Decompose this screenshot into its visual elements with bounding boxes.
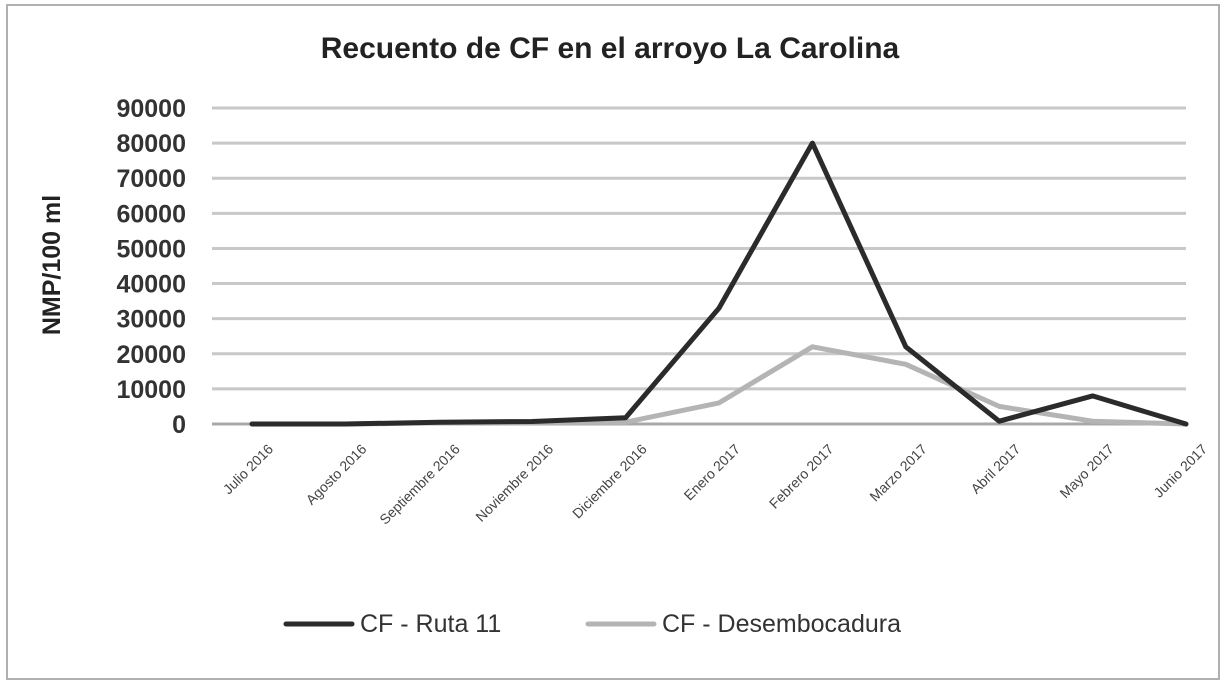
chart-title: Recuento de CF en el arroyo La Carolina	[321, 32, 900, 65]
y-tick-label: 70000	[116, 165, 186, 193]
x-axis-ticks: Julio 2016 Agosto 2016 Septiembre 2016 Novi…	[220, 441, 1211, 528]
y-tick-label: 30000	[116, 306, 186, 334]
x-tick-label: Marzo 2017	[866, 441, 930, 505]
y-tick-label: 90000	[116, 95, 186, 123]
data-point	[1091, 419, 1095, 423]
x-tick-label: Mayo 2017	[1056, 441, 1116, 501]
x-tick-label: Febrero 2017	[766, 441, 837, 512]
data-point	[717, 401, 721, 405]
data-point	[904, 345, 908, 349]
data-point	[437, 420, 441, 424]
legend: CF - Ruta 11 CF - Desembocadura	[283, 610, 901, 638]
y-tick-label: 60000	[116, 200, 186, 228]
data-point	[624, 420, 628, 424]
data-point	[810, 345, 814, 349]
data-point	[250, 422, 254, 426]
data-point	[343, 422, 347, 426]
data-point	[904, 362, 908, 366]
x-tick-label: Enero 2017	[681, 441, 744, 504]
y-tick-label: 10000	[116, 376, 186, 404]
legend-label-1: CF - Ruta 11	[360, 610, 501, 638]
x-tick-label: Diciembre 2016	[569, 441, 650, 522]
x-tick-label: Abril 2017	[967, 441, 1023, 497]
y-tick-label: 50000	[116, 235, 186, 263]
chart-frame	[6, 4, 1220, 680]
data-point	[717, 306, 721, 310]
x-tick-label: Noviembre 2016	[472, 441, 556, 525]
y-tick-label: 20000	[116, 341, 186, 369]
x-tick-label: Septiembre 2016	[376, 441, 463, 528]
series-line-2	[249, 344, 1189, 427]
y-tick-label: 80000	[116, 130, 186, 158]
data-point	[530, 420, 534, 424]
data-point	[810, 141, 814, 145]
legend-label-2: CF - Desembocadura	[662, 610, 901, 638]
gridlines	[212, 106, 1186, 426]
data-point	[1184, 422, 1188, 426]
y-tick-label: 0	[172, 411, 186, 439]
x-tick-label: Agosto 2016	[303, 441, 370, 508]
x-tick-label: Junio 2017	[1150, 441, 1210, 501]
y-axis-ticks: 0 10000 20000 30000 40000 50000 60000 70000 8000…	[116, 95, 186, 439]
x-tick-label: Julio 2016	[220, 441, 277, 498]
y-axis-label: NMP/100 ml	[38, 195, 66, 335]
data-point	[997, 404, 1001, 408]
data-point	[624, 416, 628, 420]
series-lines	[249, 140, 1189, 427]
y-tick-label: 40000	[116, 271, 186, 299]
data-point	[997, 419, 1001, 423]
data-point	[1091, 394, 1095, 398]
